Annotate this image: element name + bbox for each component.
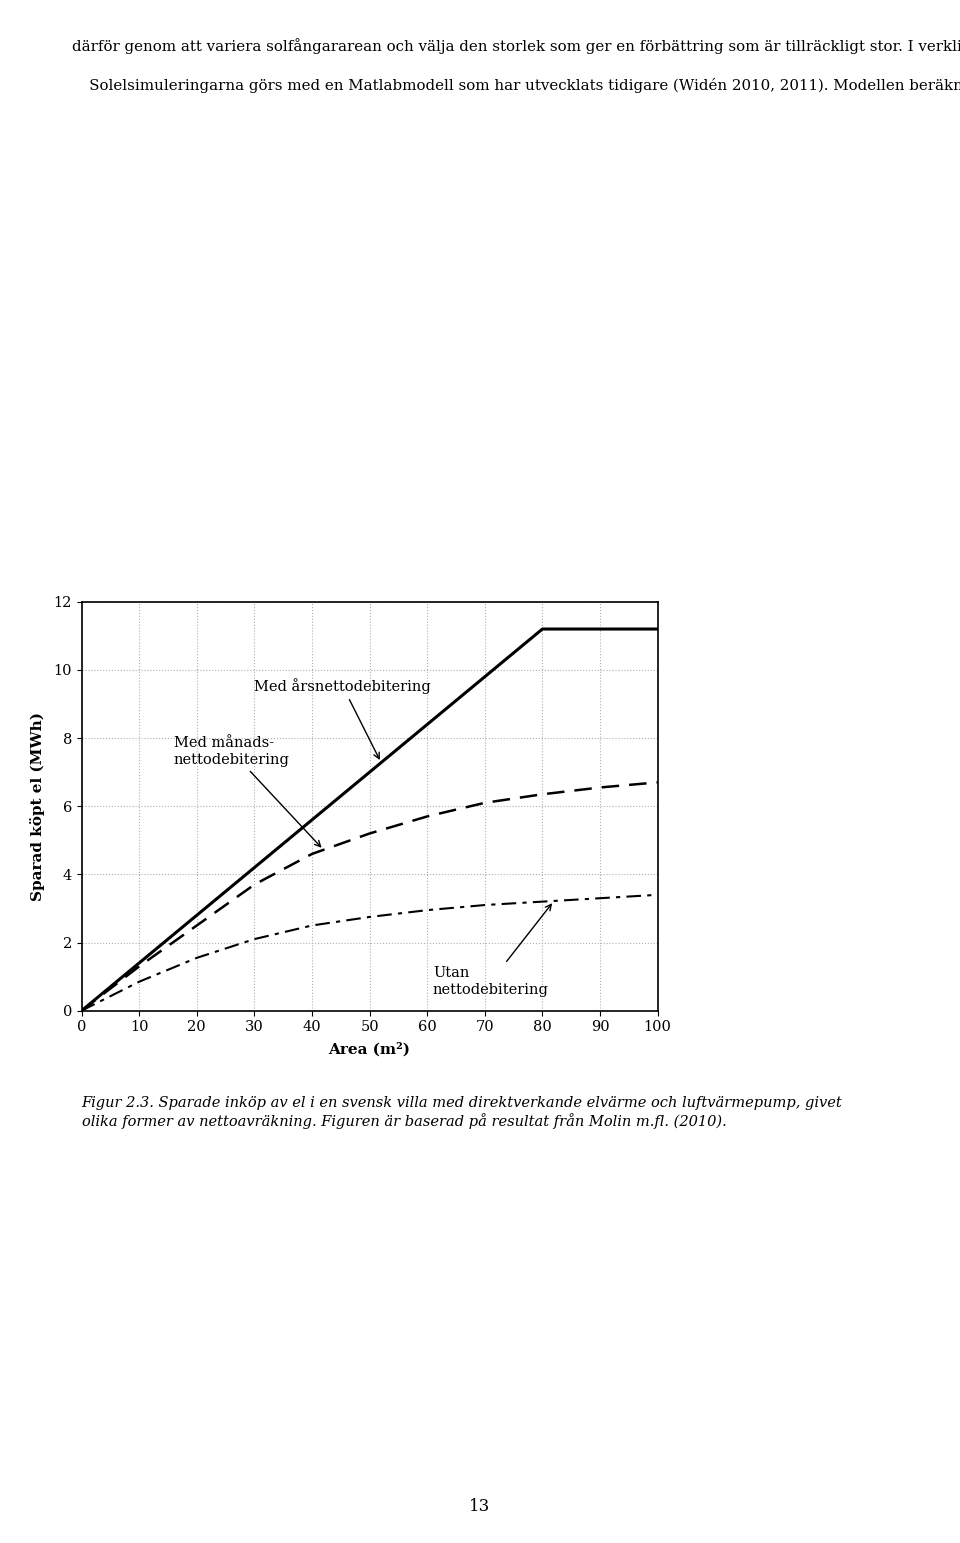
Text: Utan
nettodebitering: Utan nettodebitering: [433, 904, 551, 997]
Text: Med månads-
nettodebitering: Med månads- nettodebitering: [174, 736, 321, 847]
Y-axis label: Sparad köpt el (MWh): Sparad köpt el (MWh): [30, 711, 45, 901]
Text: Figur 2.3. Sparade inköp av el i en svensk villa med direktverkande elvärme och : Figur 2.3. Sparade inköp av el i en sven…: [82, 1096, 842, 1129]
Text: Med årsnettodebitering: Med årsnettodebitering: [254, 679, 431, 759]
Text: därför genom att variera solfångararean och välja den storlek som ger en förbätt: därför genom att variera solfångararean …: [72, 39, 960, 93]
X-axis label: Area (m²): Area (m²): [328, 1043, 411, 1057]
Text: 13: 13: [469, 1498, 491, 1515]
